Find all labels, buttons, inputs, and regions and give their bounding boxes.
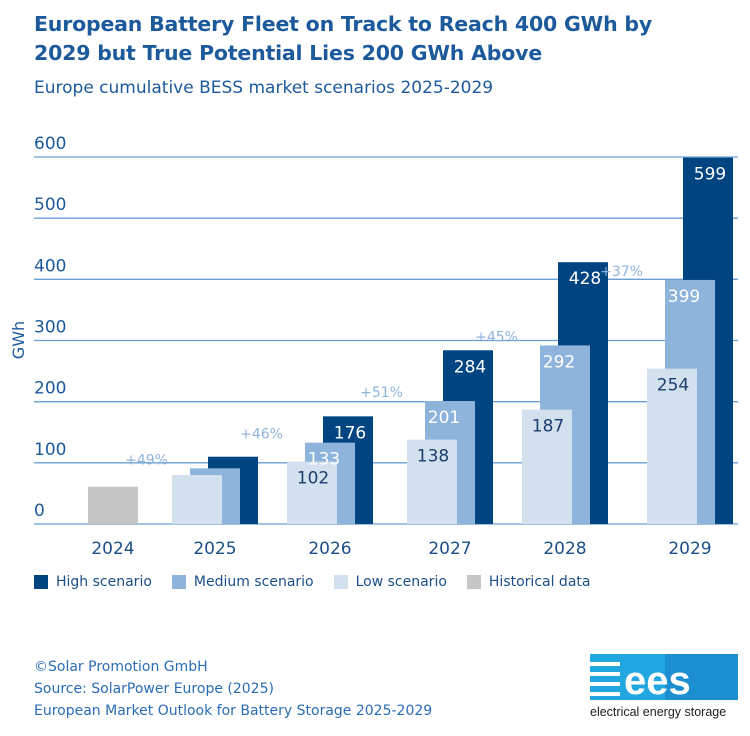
legend-swatch	[466, 575, 481, 589]
data-label: 292	[543, 352, 575, 372]
growth-annotation: +45%	[475, 329, 518, 345]
data-label: 599	[694, 165, 726, 185]
chart-title: European Battery Fleet on Track to Reach…	[34, 12, 653, 65]
logo-mark: ees	[624, 659, 691, 703]
legend-item-low: Low scenario	[333, 574, 447, 590]
report-title: European Market Outlook for Battery Stor…	[34, 703, 433, 719]
legend-swatch	[171, 575, 186, 589]
copyright: ©Solar Promotion GmbH	[34, 659, 208, 675]
ees-logo-graphic: ees electrical energy storage	[590, 654, 738, 719]
x-tick-label: 2027	[428, 539, 471, 559]
x-tick-label: 2026	[308, 539, 351, 559]
bar-low-scenario	[647, 368, 697, 524]
y-tick-label: 100	[34, 440, 66, 460]
data-label: 102	[297, 469, 329, 489]
logo-tagline: electrical energy storage	[590, 705, 726, 719]
bar-low-scenario	[287, 461, 337, 524]
bar-historical	[88, 486, 138, 524]
bar-chart: 0 100 200 300 400 500 600 GWh 2024 2025 2026 2027 20…	[9, 134, 738, 559]
bar-low-scenario	[172, 475, 222, 524]
source: Source: SolarPower Europe (2025)	[34, 681, 274, 697]
y-axis-label: GWh	[9, 321, 28, 359]
y-tick-label: 300	[34, 318, 66, 338]
legend: High scenario Medium scenario Low scenar…	[34, 574, 590, 590]
data-label: 187	[532, 417, 564, 437]
data-label: 254	[657, 376, 689, 396]
x-tick-label: 2028	[543, 539, 586, 559]
data-label: 133	[308, 450, 340, 470]
y-tick-label: 200	[34, 379, 66, 399]
x-tick-label: 2025	[193, 539, 236, 559]
bar-low-scenario	[522, 409, 572, 524]
legend-label: Historical data	[488, 574, 591, 590]
legend-swatch	[34, 575, 48, 589]
legend-label: Medium scenario	[193, 574, 314, 590]
growth-annotation: +49%	[125, 452, 168, 468]
data-label: 201	[428, 408, 460, 428]
legend-swatch	[333, 575, 348, 589]
data-label: 428	[569, 269, 601, 289]
growth-annotation: +37%	[600, 264, 643, 280]
legend-item-high: High scenario	[34, 574, 152, 590]
growth-annotation: +51%	[360, 385, 403, 401]
ees-logo: ees electrical energy storage	[590, 652, 738, 722]
data-label: 138	[417, 447, 449, 467]
data-label: 399	[668, 287, 700, 307]
footer: ©Solar Promotion GmbH Source: SolarPower…	[34, 656, 432, 722]
growth-annotation: +46%	[240, 427, 283, 443]
x-tick-label: 2024	[91, 539, 134, 559]
data-label: 176	[334, 423, 366, 443]
legend-label: High scenario	[56, 574, 152, 590]
x-tick-label: 2029	[668, 539, 711, 559]
data-label: 284	[454, 357, 486, 377]
y-tick-label: 500	[34, 195, 66, 215]
legend-item-medium: Medium scenario	[171, 574, 314, 590]
bar-low-scenario	[407, 439, 457, 524]
y-tick-label: 600	[34, 134, 66, 154]
y-tick-label: 400	[34, 256, 66, 276]
y-tick-label: 0	[34, 501, 45, 521]
chart-subtitle: Europe cumulative BESS market scenarios …	[34, 78, 494, 98]
legend-label: Low scenario	[355, 574, 447, 590]
legend-item-historical: Historical data	[466, 574, 591, 590]
